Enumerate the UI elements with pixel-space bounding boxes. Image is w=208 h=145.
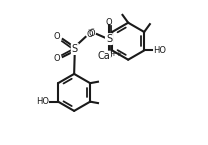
Text: Ca: Ca bbox=[98, 51, 110, 61]
Text: ⁻: ⁻ bbox=[87, 28, 91, 34]
Text: HO: HO bbox=[36, 97, 49, 106]
Text: HO: HO bbox=[153, 46, 166, 55]
Text: O: O bbox=[88, 29, 95, 38]
Text: S: S bbox=[106, 34, 112, 44]
Text: O: O bbox=[106, 51, 112, 60]
Text: ⁻: ⁻ bbox=[91, 27, 94, 33]
Text: S: S bbox=[72, 44, 78, 54]
Text: O: O bbox=[54, 32, 61, 41]
Text: O: O bbox=[106, 18, 112, 27]
Text: ++: ++ bbox=[110, 51, 122, 57]
Text: O: O bbox=[54, 54, 61, 63]
Text: O: O bbox=[87, 30, 94, 39]
